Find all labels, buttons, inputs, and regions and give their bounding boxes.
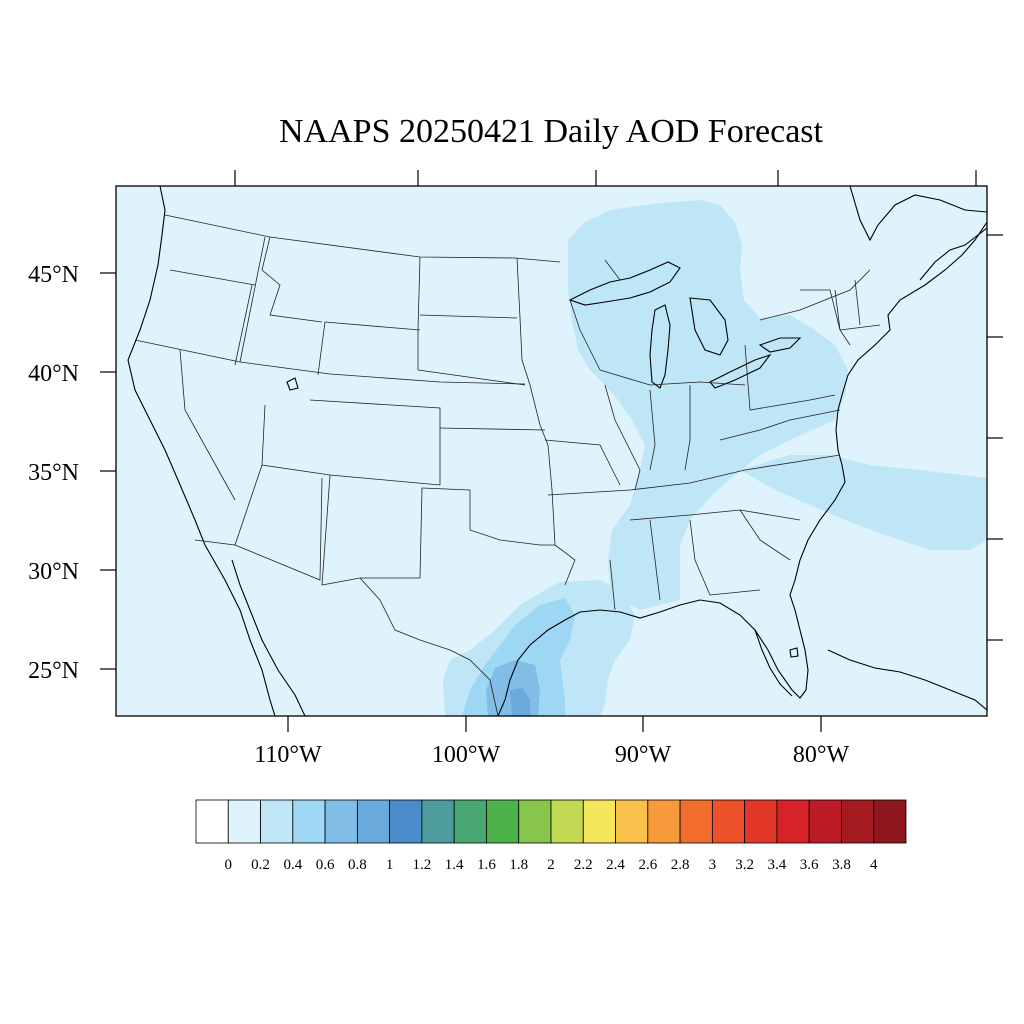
colorbar-label: 1 [386,857,394,873]
colorbar-box [518,799,552,844]
colorbar-label: 4 [870,857,878,873]
colorbar-box [421,799,455,844]
aod-region-great-lakes [568,200,848,610]
colorbar-label: 3.6 [800,857,819,873]
map-panel: 45°N 40°N 35°N 30°N 25°N 110°W 100°W 90°… [28,170,1003,768]
colorbar-label: 2.6 [638,857,657,873]
colorbar-label: 0.6 [316,857,335,873]
colorbar-label: 3 [709,857,717,873]
lake-huron [689,297,729,356]
colorbar-label: 2 [547,857,555,873]
lon-label: 80°W [793,742,850,768]
coastline-baja-east [231,559,306,716]
lake-superior [568,261,681,306]
colorbar-label: 1.4 [445,857,464,873]
colorbar-label: 1.2 [413,857,432,873]
colorbar-box [324,799,358,844]
colorbar-label: 2.8 [671,857,690,873]
coastline-canada-north [849,186,987,242]
lat-label: 25°N [28,658,79,684]
colorbar-box [679,799,713,844]
colorbar-box [292,799,326,844]
coastline-nova-scotia [919,227,987,281]
chart-title: NAAPS 20250421 Daily AOD Forecast [279,113,824,150]
colorbar-box [615,799,649,844]
lat-label: 30°N [28,559,79,585]
colorbar-boxes [195,799,907,844]
colorbar-box [711,799,746,844]
longitude-labels: 110°W 100°W 90°W 80°W [254,742,849,768]
colorbar: 0 0.2 0.4 0.6 0.8 1 1.2 1.4 1.6 1.8 2 2.2 2.4 2.6 2.8 3… [195,799,907,873]
colorbar-box [486,799,520,844]
colorbar-box [356,799,391,844]
great-salt-lake [286,377,299,391]
colorbar-box [260,799,294,844]
aod-field [127,186,987,716]
colorbar-box [227,799,261,844]
colorbar-box [808,799,842,844]
colorbar-box [776,799,810,844]
lon-label: 90°W [615,742,672,768]
colorbar-label: 0.4 [283,857,302,873]
lake-ontario [758,337,802,353]
colorbar-label: 2.2 [574,857,593,873]
colorbar-box [841,799,875,844]
colorbar-label: 1.8 [509,857,528,873]
colorbar-label: 0 [225,857,233,873]
colorbar-label: 3.8 [832,857,851,873]
map-ticks [100,170,1003,732]
colorbar-box [582,799,616,844]
political-borders [134,214,881,716]
colorbar-label: 0.2 [251,857,270,873]
coastline-cuba [827,649,987,711]
lon-label: 100°W [432,742,501,768]
colorbar-label: 2.4 [606,857,625,873]
colorbar-labels: 0 0.2 0.4 0.6 0.8 1 1.2 1.4 1.6 1.8 2 2.2 2.4 2.6 2.8 3… [225,857,878,873]
colorbar-box [550,799,584,844]
aod-region-atlantic [740,455,987,550]
lake-erie [709,353,772,389]
colorbar-box [873,799,907,844]
colorbar-box [195,799,229,844]
coastline-west [127,186,276,716]
lat-label: 45°N [28,262,79,288]
colorbar-box [389,799,423,844]
coastline-gulf [497,221,987,716]
lat-label: 35°N [28,460,79,486]
lon-label: 110°W [254,742,322,768]
colorbar-box [744,799,778,844]
latitude-labels: 45°N 40°N 35°N 30°N 25°N [28,262,79,684]
lake-okeechobee [789,647,799,658]
colorbar-box [453,799,487,844]
aod-region-max [510,688,530,716]
colorbar-label: 1.6 [477,857,496,873]
lake-michigan [649,304,671,389]
colorbar-label: 3.4 [768,857,787,873]
colorbar-label: 0.8 [348,857,367,873]
map-frame [115,185,988,717]
lat-label: 40°N [28,361,79,387]
colorbar-label: 3.2 [735,857,754,873]
colorbar-box [647,799,681,844]
coastline-florida-west [754,629,793,697]
